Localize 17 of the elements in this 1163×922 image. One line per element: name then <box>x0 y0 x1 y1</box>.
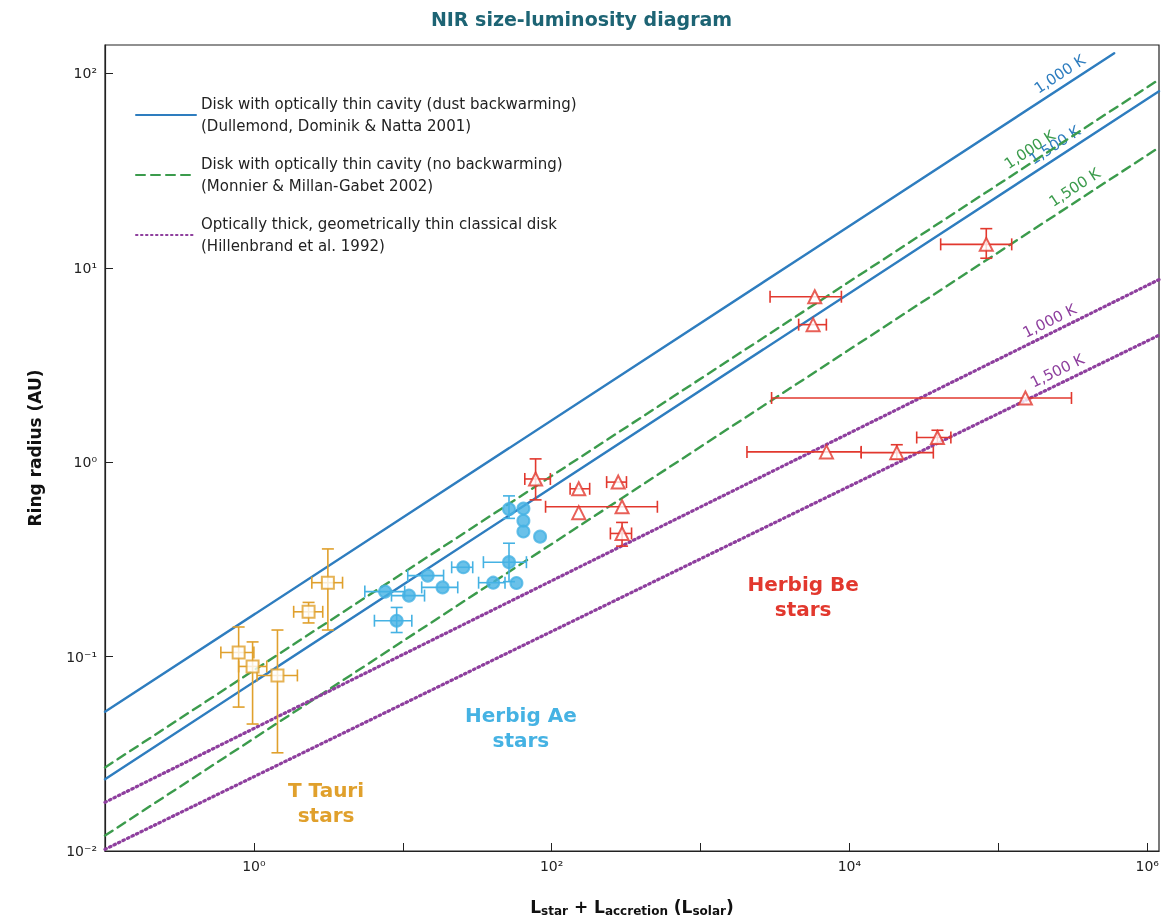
legend-label: Optically thick, geometrically thin classical disk (Hillenbrand et al. 1992) <box>201 215 558 255</box>
x-tick-label: 10⁶ <box>1135 858 1160 874</box>
text: T Tauri stars <box>287 778 365 828</box>
legend-label: Disk with optically thin cavity (no backwarming) (Monnier & Millan-Gabet 2002) <box>201 155 563 195</box>
legend-label: Disk with optically thin cavity (dust backwarming) (Dullemond, Dominik & Natta 2001) <box>201 95 577 135</box>
y-tick-label: 10⁻¹ <box>66 648 97 665</box>
x-tick-label: 10⁴ <box>837 858 862 874</box>
y-tick-label: 10² <box>73 65 97 82</box>
y-tick-label: 10⁻² <box>66 843 97 859</box>
x-tick-label: 10⁰ <box>242 858 266 874</box>
chart-title: NIR size-luminosity diagram <box>430 7 733 30</box>
y-tick-label: 10⁰ <box>73 454 98 471</box>
text: Herbig Be stars <box>747 571 859 621</box>
x-tick-label: 10² <box>539 858 564 874</box>
text: Herbig Ae stars <box>465 702 577 752</box>
y-axis-title: Ring radius (AU) <box>24 369 45 527</box>
y-tick-label: 10¹ <box>73 259 97 276</box>
